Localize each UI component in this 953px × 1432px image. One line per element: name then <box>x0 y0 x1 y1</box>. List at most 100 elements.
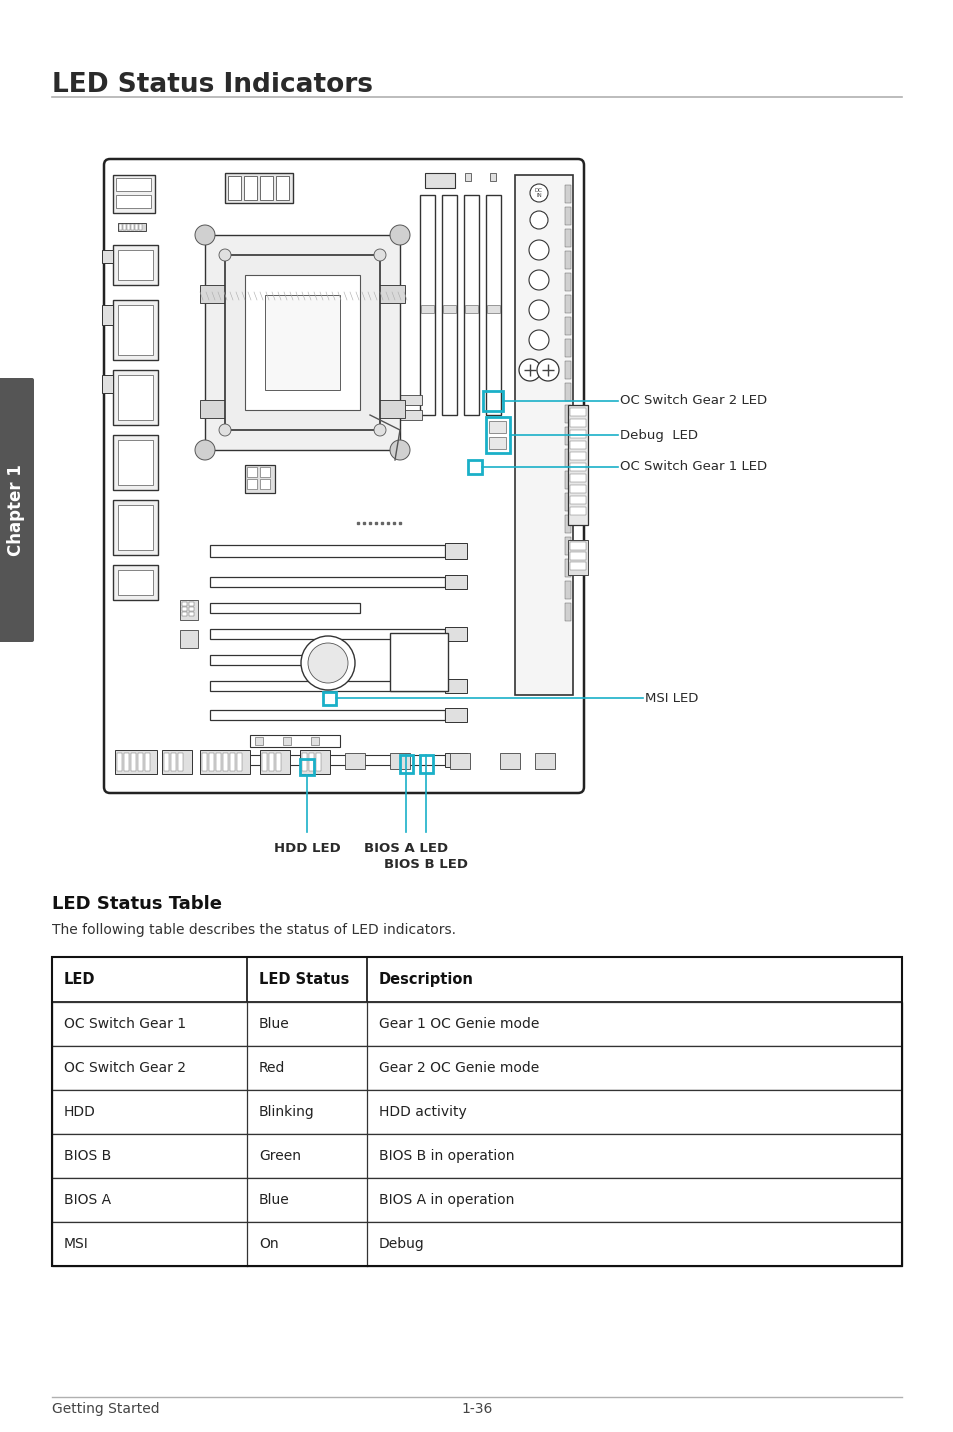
Bar <box>299 750 330 775</box>
Bar <box>112 299 158 359</box>
Bar <box>345 753 365 769</box>
Bar <box>323 692 335 705</box>
Bar <box>162 750 192 775</box>
Bar <box>210 710 444 720</box>
Bar <box>567 405 587 526</box>
Bar <box>567 540 587 576</box>
Bar <box>139 223 142 231</box>
Bar <box>182 611 187 616</box>
Bar <box>260 750 290 775</box>
Bar <box>189 611 193 616</box>
Bar <box>450 753 470 769</box>
Bar <box>564 427 571 445</box>
Bar <box>564 316 571 335</box>
Bar <box>52 957 901 1266</box>
Bar <box>209 753 213 770</box>
Bar <box>215 753 221 770</box>
Bar <box>485 417 510 453</box>
Circle shape <box>529 271 548 291</box>
Bar <box>564 581 571 599</box>
Bar <box>486 305 499 314</box>
Bar <box>569 507 585 516</box>
Bar <box>569 441 585 450</box>
Bar <box>102 251 112 263</box>
Bar <box>444 679 467 693</box>
Bar <box>275 753 281 770</box>
Bar <box>564 405 571 422</box>
Bar <box>135 223 138 231</box>
Text: BIOS A: BIOS A <box>64 1193 111 1207</box>
Bar <box>260 478 270 488</box>
Text: MSI LED: MSI LED <box>644 692 698 705</box>
Bar <box>564 603 571 621</box>
Bar <box>210 629 444 639</box>
Bar <box>250 735 339 748</box>
Circle shape <box>308 643 348 683</box>
Bar <box>210 755 444 765</box>
Bar <box>468 460 481 474</box>
Bar <box>419 755 433 773</box>
Circle shape <box>530 211 547 229</box>
Bar <box>164 753 169 770</box>
Bar <box>569 485 585 493</box>
Bar <box>564 450 571 467</box>
Text: BIOS B: BIOS B <box>64 1148 112 1163</box>
Bar <box>569 463 585 471</box>
Text: BIOS A in operation: BIOS A in operation <box>378 1193 514 1207</box>
Bar <box>564 558 571 577</box>
Bar <box>118 570 152 596</box>
Bar <box>564 361 571 379</box>
Bar <box>569 561 585 570</box>
Bar <box>210 546 444 557</box>
Bar <box>569 495 585 504</box>
Bar <box>118 223 146 231</box>
Text: LED Status Indicators: LED Status Indicators <box>52 72 373 97</box>
Bar <box>182 601 187 606</box>
Bar <box>564 471 571 488</box>
Text: On: On <box>258 1237 278 1252</box>
Bar <box>419 195 435 415</box>
Bar <box>102 375 112 392</box>
Bar <box>118 505 152 550</box>
Text: LED Status Table: LED Status Table <box>52 895 222 914</box>
Text: OC Switch Gear 2 LED: OC Switch Gear 2 LED <box>619 394 766 408</box>
Bar <box>564 382 571 401</box>
Bar <box>569 453 585 460</box>
Bar <box>569 541 585 550</box>
Text: Blinking: Blinking <box>258 1106 314 1118</box>
Bar <box>564 229 571 246</box>
Bar <box>223 753 228 770</box>
Circle shape <box>219 424 231 435</box>
Bar <box>118 305 152 355</box>
Bar <box>569 420 585 427</box>
Bar <box>515 175 573 695</box>
Text: Green: Green <box>258 1148 301 1163</box>
Circle shape <box>537 359 558 381</box>
Bar <box>262 753 267 770</box>
Bar <box>116 178 151 190</box>
Bar <box>112 245 158 285</box>
Bar <box>302 753 307 770</box>
Circle shape <box>518 359 540 381</box>
Text: Chapter 1: Chapter 1 <box>7 464 25 556</box>
Bar <box>230 753 234 770</box>
Text: OC Switch Gear 1: OC Switch Gear 1 <box>64 1017 186 1031</box>
Text: Gear 1 OC Genie mode: Gear 1 OC Genie mode <box>378 1017 538 1031</box>
Bar <box>564 339 571 357</box>
Bar <box>441 195 456 415</box>
Bar <box>444 543 467 558</box>
Bar <box>485 195 500 415</box>
FancyBboxPatch shape <box>0 378 34 642</box>
Bar <box>564 185 571 203</box>
Bar <box>145 753 150 770</box>
Circle shape <box>301 636 355 690</box>
Text: HDD LED: HDD LED <box>274 842 340 855</box>
Circle shape <box>529 241 548 261</box>
Bar <box>178 753 183 770</box>
Bar <box>260 176 273 200</box>
Circle shape <box>529 299 548 319</box>
Text: Red: Red <box>258 1061 285 1075</box>
Bar <box>245 465 274 493</box>
Text: Debug  LED: Debug LED <box>619 428 698 441</box>
Bar <box>564 251 571 269</box>
